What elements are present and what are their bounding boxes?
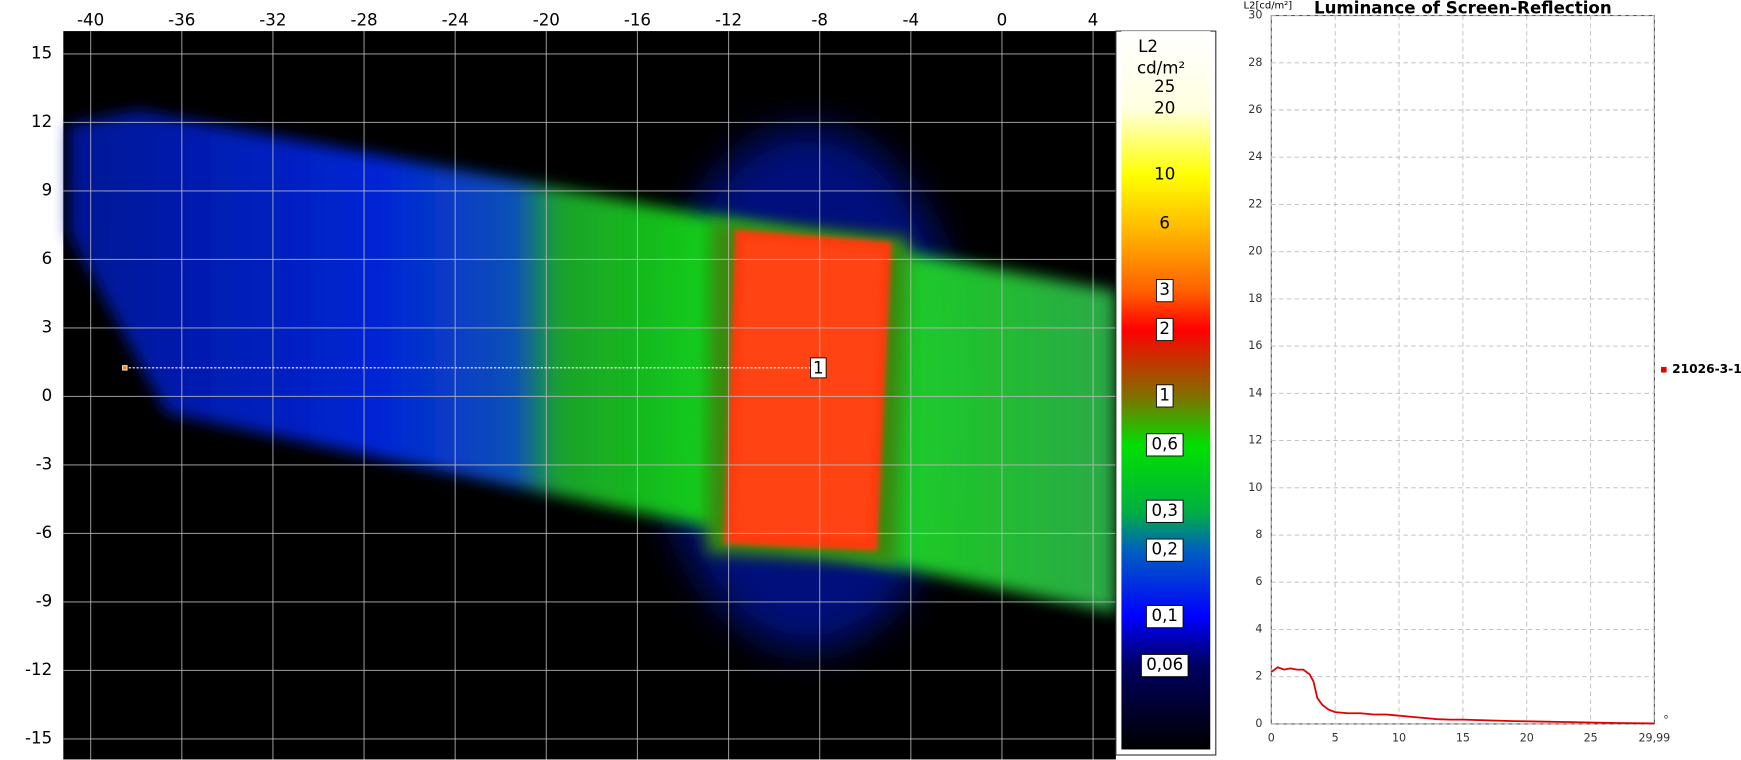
y-tick-label: 10 xyxy=(1248,481,1262,494)
x-tick-label: 0 xyxy=(1268,731,1275,744)
x-tick-label: 10 xyxy=(1392,731,1406,744)
profile-start xyxy=(122,365,128,371)
colorbar-tick-label: 0,1 xyxy=(1151,606,1177,625)
y-tick-label: 18 xyxy=(1248,292,1262,305)
colorbar-tick-label: 25 xyxy=(1154,77,1175,96)
legend-label: 21026-3-1 xyxy=(1672,362,1741,376)
colorbar-label-box xyxy=(1145,605,1184,629)
colorbar-tick-label: 0,06 xyxy=(1146,655,1183,674)
chart-title: Luminance of Screen-Reflection xyxy=(1314,0,1612,17)
x-tick-label: 25 xyxy=(1584,731,1598,744)
x-tick-label: -32 xyxy=(259,11,286,30)
y-tick-label: 6 xyxy=(42,249,53,268)
colorbar-label-box xyxy=(1155,384,1174,408)
colorbar-label-box xyxy=(1155,279,1174,303)
profile-label-box xyxy=(810,357,827,379)
x-tick-label: 4 xyxy=(1088,11,1099,30)
y-tick-label: 4 xyxy=(1255,622,1262,635)
x-tick-label: -4 xyxy=(903,11,920,30)
x-tick-label: -16 xyxy=(624,11,651,30)
y-tick-label: 22 xyxy=(1248,197,1262,210)
colorbar-tick-label: 3 xyxy=(1159,280,1170,299)
y-tick-label: -6 xyxy=(36,523,53,542)
x-axis-label: ° xyxy=(1663,714,1669,727)
y-tick-label: -9 xyxy=(36,591,53,610)
y-tick-label: 30 xyxy=(1248,9,1262,22)
colorbar-title: L2 xyxy=(1138,37,1158,56)
y-tick-label: 0 xyxy=(1255,717,1262,730)
profile-label: 1 xyxy=(813,358,824,377)
colorbar-label-box xyxy=(1155,317,1174,342)
y-tick-label: 0 xyxy=(42,386,53,405)
x-tick-label: -20 xyxy=(533,11,560,30)
y-tick-label: 8 xyxy=(1255,528,1262,541)
x-tick-label: -28 xyxy=(350,11,377,30)
y-tick-label: 9 xyxy=(42,180,53,199)
colorbar-tick-label: 20 xyxy=(1154,98,1175,117)
y-tick-label: 12 xyxy=(31,112,52,131)
x-tick-label: 15 xyxy=(1456,731,1470,744)
y-tick-label: 20 xyxy=(1248,245,1262,258)
x-tick-label: -8 xyxy=(811,11,828,30)
y-tick-label: 2 xyxy=(1255,670,1262,683)
x-tick-label: 20 xyxy=(1520,731,1534,744)
y-tick-label: 12 xyxy=(1248,434,1262,447)
y-tick-label: 28 xyxy=(1248,56,1262,69)
colorbar-tick-label: 0,3 xyxy=(1151,501,1177,520)
x-tick-label: -12 xyxy=(715,11,742,30)
y-tick-label: 3 xyxy=(42,317,53,336)
y-tick-label: 26 xyxy=(1248,103,1262,116)
colorbar-tick-label: 2 xyxy=(1159,319,1170,338)
y-tick-label: -3 xyxy=(36,454,53,473)
colorbar-tick-label: 0,2 xyxy=(1151,540,1177,559)
legend-swatch xyxy=(1661,366,1667,373)
x-tick-label: -24 xyxy=(442,11,469,30)
x-tick-label: -40 xyxy=(77,11,104,30)
data-line xyxy=(1270,666,1655,725)
y-tick-label: 24 xyxy=(1248,150,1262,163)
x-tick-label: 29,99 xyxy=(1638,731,1670,744)
y-tick-label: 16 xyxy=(1248,339,1262,352)
colorbar-label-box xyxy=(1145,538,1184,562)
x-tick-label: 0 xyxy=(997,11,1008,30)
colorbar-tick-label: 1 xyxy=(1159,385,1170,404)
y-tick-label: 15 xyxy=(31,43,52,62)
colorbar-label-box xyxy=(1140,654,1189,678)
x-tick-label: 5 xyxy=(1332,731,1339,744)
colorbar-label-box xyxy=(1145,433,1184,457)
colorbar-label-box xyxy=(1145,499,1184,523)
y-tick-label: 14 xyxy=(1248,386,1262,399)
x-tick-label: -36 xyxy=(168,11,195,30)
y-axis-label: L2[cd/m²] xyxy=(1244,1,1293,12)
y-tick-label: -15 xyxy=(25,728,52,747)
y-tick-label: -12 xyxy=(25,660,52,679)
colorbar-tick-label: 6 xyxy=(1159,214,1170,233)
y-tick-label: 6 xyxy=(1255,575,1262,588)
colorbar-unit: cd/m² xyxy=(1137,58,1185,77)
colorbar-tick-label: 0,6 xyxy=(1151,434,1177,453)
heatmap-image xyxy=(63,31,1116,760)
colorbar-tick-label: 10 xyxy=(1154,165,1175,184)
